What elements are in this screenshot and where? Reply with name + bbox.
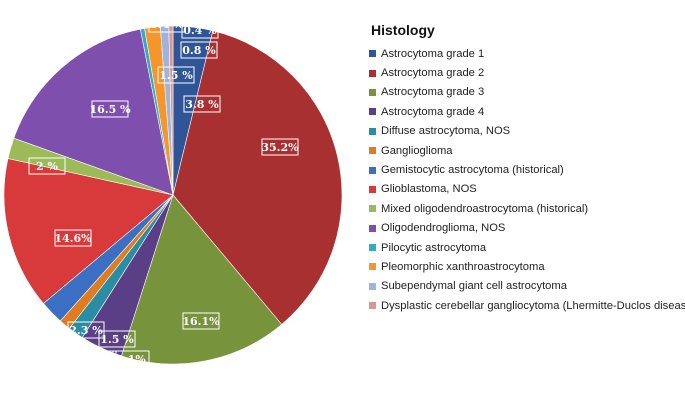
data-label-13: 0.8 % <box>180 41 218 59</box>
data-label-box <box>261 138 299 156</box>
legend-item: Astrocytoma grade 2 <box>369 63 685 82</box>
data-label-text: 16.1% <box>182 315 220 328</box>
legend-item: Gemistocytic astrocytoma (historical) <box>369 160 685 179</box>
data-label-9: 2 % <box>28 157 66 175</box>
data-label-7: 2.3 % <box>67 321 105 339</box>
data-label-text: 1.1 % <box>81 353 115 366</box>
data-label-box <box>54 229 92 247</box>
legend-item: Ganglioglioma <box>369 141 685 160</box>
pie-slice-3 <box>121 194 283 365</box>
data-label-box <box>157 66 195 84</box>
legend-item: Dysplastic cerebellar gangliocytoma (Lhe… <box>369 296 685 315</box>
data-label-text: 16.5 % <box>89 103 131 116</box>
data-label-14: 0.4 % <box>181 21 219 39</box>
legend-swatch <box>369 127 376 135</box>
data-label-box <box>112 350 150 368</box>
legend-label: Glioblastoma, NOS <box>381 183 477 196</box>
data-label-box <box>28 157 66 175</box>
legend-item: Glioblastoma, NOS <box>369 180 685 199</box>
legend-item: Pleomorphic xanthroastrocytoma <box>369 257 685 276</box>
legend-swatch <box>369 185 376 193</box>
data-label-text: 2 % <box>36 160 58 173</box>
legend-swatch <box>369 282 376 290</box>
data-label-box <box>180 41 218 59</box>
legend-label: Dysplastic cerebellar gangliocytoma (Lhe… <box>381 299 685 312</box>
legend-swatch <box>369 224 376 232</box>
legend-items: Astrocytoma grade 1 Astrocytoma grade 2 As… <box>369 44 685 315</box>
data-label-text: 0.4 % <box>150 18 184 31</box>
data-label-8: 14.6% <box>54 229 92 247</box>
data-label-box <box>98 330 136 348</box>
data-label-text: 3.8 % <box>185 98 219 111</box>
data-label-box <box>67 321 105 339</box>
pie-slices <box>3 25 343 365</box>
legend-swatch <box>369 302 376 310</box>
legend-item: Astrocytoma grade 4 <box>369 102 685 121</box>
pie-slice-8 <box>3 158 174 304</box>
data-label-box <box>79 350 117 368</box>
legend-item: Pilocytic astrocytoma <box>369 238 685 257</box>
legend-label: Gemistocytic astrocytoma (historical) <box>381 164 564 177</box>
data-label-text: 2.3 % <box>69 324 103 337</box>
data-label-box <box>183 95 221 113</box>
legend-swatch <box>369 69 376 77</box>
data-label-text: 1.5 % <box>159 69 193 82</box>
data-label-text: 0.4 % <box>183 24 217 37</box>
data-label-text: 1.5 % <box>100 333 134 346</box>
data-label-3: 16.1% <box>182 312 220 330</box>
data-label-text: 0.8 % <box>182 44 216 57</box>
data-label-box <box>91 100 129 118</box>
data-label-10: 16.5 % <box>89 100 131 118</box>
pie-slice-10 <box>13 28 174 196</box>
legend-item: Mixed oligodendroastrocytoma (historical… <box>369 199 685 218</box>
legend-label: Astrocytoma grade 2 <box>381 67 485 80</box>
legend-swatch <box>369 166 376 174</box>
legend-item: Subependymal giant cell astrocytoma <box>369 277 685 296</box>
data-label-text: 4.1% <box>116 353 146 366</box>
legend-swatch <box>369 205 376 213</box>
data-label-text: 35.2% <box>261 141 299 154</box>
legend-label: Pleomorphic xanthroastrocytoma <box>381 260 545 273</box>
data-label-text: 14.6% <box>54 232 92 245</box>
data-label-12: 1.5 % <box>157 66 195 84</box>
data-label-5: 1.5 % <box>98 330 136 348</box>
legend-label: Oligodendroglioma, NOS <box>381 222 506 235</box>
legend: Histology Astrocytoma grade 1 Astrocytoma… <box>369 22 685 315</box>
legend-label: Astrocytoma grade 3 <box>381 86 485 99</box>
legend-item: Oligodendroglioma, NOS <box>369 219 685 238</box>
data-label-box <box>181 21 219 39</box>
legend-swatch <box>369 244 376 252</box>
legend-item: Diffuse astrocytoma, NOS <box>369 122 685 141</box>
legend-swatch <box>369 50 376 58</box>
data-label-box <box>148 15 186 33</box>
data-label-4: 4.1% <box>112 350 150 368</box>
data-label-11: 0.4 % <box>148 15 186 33</box>
legend-swatch <box>369 147 376 155</box>
legend-label: Subependymal giant cell astrocytoma <box>381 280 567 293</box>
legend-label: Mixed oligodendroastrocytoma (historical… <box>381 202 589 215</box>
pie-data-labels: 3.8 % 35.2% 16.1% 4.1% 1.5 % 1.1 % 2.3 % 14.6% 2… <box>28 15 299 368</box>
legend-swatch <box>369 108 376 116</box>
legend-label: Pilocytic astrocytoma <box>381 241 487 254</box>
legend-item: Astrocytoma grade 1 <box>369 44 685 63</box>
legend-label: Diffuse astrocytoma, NOS <box>381 125 511 138</box>
pie-slice-14 <box>168 25 174 196</box>
data-label-1: 3.8 % <box>183 95 221 113</box>
legend-swatch <box>369 263 376 271</box>
legend-label: Ganglioglioma <box>381 144 453 157</box>
data-label-2: 35.2% <box>261 138 299 156</box>
data-label-box <box>182 312 220 330</box>
legend-label: Astrocytoma grade 1 <box>381 47 485 60</box>
legend-label: Astrocytoma grade 4 <box>381 105 485 118</box>
pie-slice-2 <box>172 30 343 325</box>
data-label-6: 1.1 % <box>79 350 117 368</box>
legend-title: Histology <box>371 22 435 38</box>
legend-item: Astrocytoma grade 3 <box>369 83 685 102</box>
legend-swatch <box>369 88 376 96</box>
